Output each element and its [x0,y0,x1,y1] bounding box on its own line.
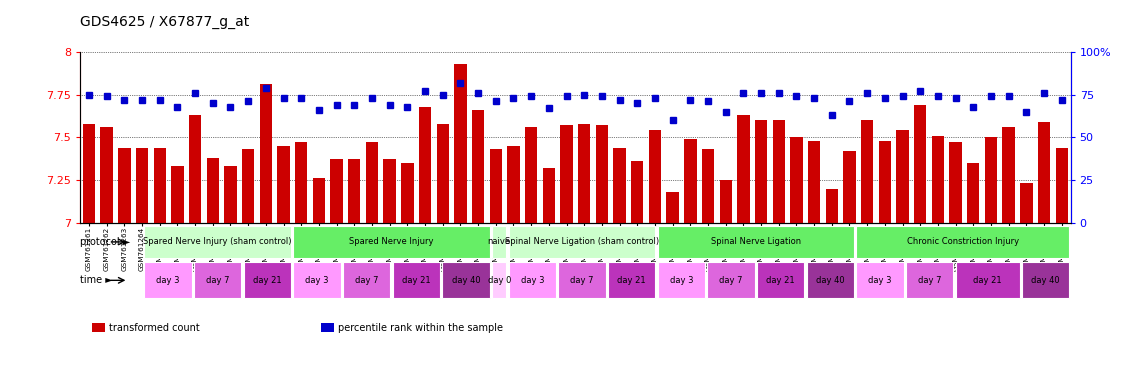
Text: naive: naive [488,237,511,247]
Text: Spared Nerve Injury (sham control): Spared Nerve Injury (sham control) [143,237,292,247]
Bar [136,147,148,223]
Bar [507,146,520,223]
Text: protocol ►: protocol ► [80,237,131,247]
Bar [578,124,591,223]
Text: day 7: day 7 [570,276,594,285]
Bar [702,149,714,223]
Text: day 21: day 21 [617,276,646,285]
Bar [1037,122,1050,223]
Bar [1056,147,1068,223]
Bar [560,125,572,223]
Bar [932,136,945,223]
Bar [985,137,997,223]
Bar [101,127,113,223]
Bar [365,142,378,223]
Text: day 21: day 21 [766,276,795,285]
Bar [595,125,608,223]
Bar [861,120,874,223]
Text: Chronic Constriction Injury: Chronic Constriction Injury [907,237,1019,247]
Bar [189,115,202,223]
Bar [790,137,803,223]
Bar [224,166,237,223]
Bar [737,115,750,223]
Text: day 21: day 21 [402,276,431,285]
Bar [524,127,537,223]
Text: day 7: day 7 [719,276,743,285]
Text: day 21: day 21 [253,276,282,285]
Text: day 21: day 21 [973,276,1002,285]
Text: day 0: day 0 [488,276,511,285]
Text: day 3: day 3 [306,276,329,285]
Bar [1020,184,1033,223]
Bar [1003,127,1014,223]
Bar [260,84,273,223]
Bar [277,146,290,223]
Text: day 3: day 3 [868,276,892,285]
Bar [118,147,131,223]
Bar [897,131,909,223]
Bar [914,105,926,223]
Bar [844,151,855,223]
Bar [206,158,219,223]
Text: Spinal Nerve Ligation (sham control): Spinal Nerve Ligation (sham control) [505,237,660,247]
Bar [419,106,432,223]
Bar [348,159,361,223]
Text: percentile rank within the sample: percentile rank within the sample [338,323,503,333]
Text: Spared Nerve Injury: Spared Nerve Injury [349,237,434,247]
Bar [614,147,626,223]
Bar [384,159,396,223]
Bar [631,161,643,223]
Bar [808,141,820,223]
Bar [719,180,732,223]
Bar [543,168,555,223]
Text: day 3: day 3 [670,276,693,285]
Bar [331,159,342,223]
Bar [313,178,325,223]
Bar [666,192,679,223]
Bar [968,163,979,223]
Bar [649,131,661,223]
Text: day 7: day 7 [355,276,379,285]
Bar [153,147,166,223]
Bar [436,124,449,223]
Bar [472,110,484,223]
Bar [949,142,962,223]
Bar [490,149,502,223]
Text: day 40: day 40 [816,276,845,285]
Bar [684,139,696,223]
Text: day 40: day 40 [452,276,481,285]
Bar [878,141,891,223]
Bar [755,120,767,223]
Bar [242,149,254,223]
Text: day 40: day 40 [1032,276,1060,285]
Text: day 7: day 7 [918,276,941,285]
Text: Spinal Nerve Ligation: Spinal Nerve Ligation [711,237,801,247]
Text: day 3: day 3 [156,276,180,285]
Bar [295,142,307,223]
Text: transformed count: transformed count [109,323,199,333]
Bar [82,124,95,223]
Bar [401,163,413,223]
Text: GDS4625 / X67877_g_at: GDS4625 / X67877_g_at [80,15,250,29]
Text: day 3: day 3 [521,276,544,285]
Bar [773,120,785,223]
Bar [826,189,838,223]
Text: day 7: day 7 [206,276,229,285]
Bar [172,166,183,223]
Text: time ►: time ► [80,275,113,285]
Bar [455,64,467,223]
